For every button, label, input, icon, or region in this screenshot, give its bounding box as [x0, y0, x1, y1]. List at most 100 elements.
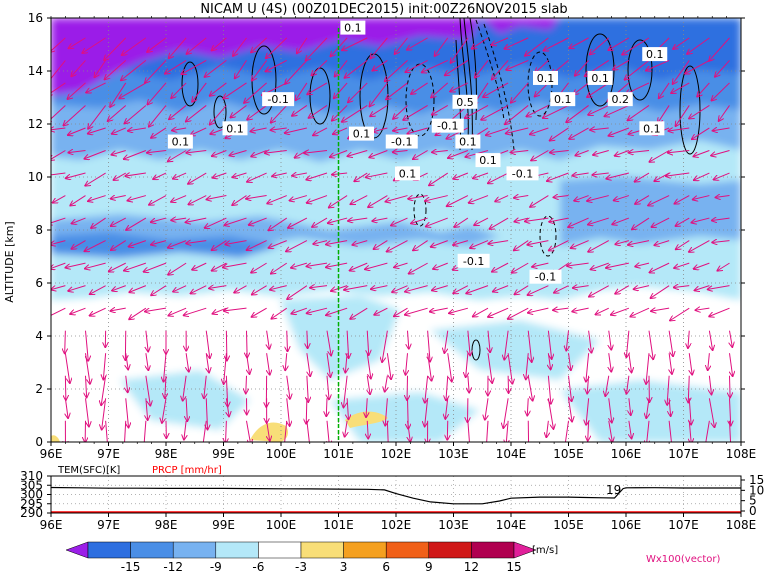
wind-vector — [246, 375, 247, 394]
wind-vector — [370, 37, 388, 59]
contour-label: 0.1 — [537, 72, 555, 85]
wind-vector — [514, 196, 529, 198]
wind-vector — [586, 353, 589, 381]
wind-vector — [247, 240, 267, 251]
y-tick-label: 0 — [35, 435, 43, 449]
wind-vector — [547, 330, 551, 359]
y-tick-label: 14 — [28, 64, 43, 78]
wind-vector — [470, 240, 489, 248]
contour-label-bg — [385, 134, 418, 149]
wind-vector — [428, 330, 430, 362]
wind-vector — [205, 217, 227, 228]
wind-vector — [432, 105, 449, 114]
wind-vector — [692, 127, 710, 139]
wind-vector — [372, 218, 388, 221]
wind-vector — [405, 285, 428, 292]
shade-top-purple — [51, 18, 480, 96]
wind-vector — [252, 60, 268, 80]
wind-vector — [266, 59, 287, 71]
wind-vector — [431, 82, 449, 98]
wind-vector — [587, 195, 609, 201]
contour-label-bg — [452, 94, 478, 109]
wind-vector — [550, 127, 569, 141]
wind-vector — [246, 196, 267, 199]
wind-vector — [528, 307, 549, 313]
wind-vector — [68, 285, 86, 291]
wind-vector — [506, 127, 529, 133]
wind-vector — [730, 330, 733, 347]
contour-oval — [413, 193, 427, 227]
wind-vector — [306, 37, 328, 60]
wind-vector — [671, 82, 690, 93]
colorbar-arrow-left — [65, 541, 89, 559]
wind-vector — [186, 151, 207, 153]
surface-grid — [51, 476, 741, 513]
wind-vector — [468, 330, 470, 356]
wind-vector — [614, 195, 630, 201]
wind-vector — [90, 285, 106, 294]
shade-yellow-1 — [250, 422, 288, 442]
contour-label: -0.1 — [512, 167, 533, 180]
wind-vector — [173, 172, 187, 179]
wind-vector — [252, 285, 267, 295]
wind-vector — [386, 353, 391, 379]
wind-vector — [573, 82, 589, 94]
wind-vector — [694, 172, 710, 180]
wind-vector — [488, 330, 490, 353]
wind-vector — [425, 195, 448, 201]
wind-vector — [646, 59, 670, 70]
wind-vector — [705, 420, 710, 442]
wind-vector — [171, 218, 187, 220]
contour-label: 0.1 — [172, 136, 190, 149]
wind-vector — [626, 330, 628, 357]
wind-vector — [146, 398, 148, 420]
wind-vector — [124, 262, 147, 270]
wind-vector — [709, 375, 711, 395]
wind-vector — [492, 60, 509, 79]
surface-panel: TEM(SFC)[K] PRCP [mm/hr] 19 310305300295… — [20, 465, 764, 532]
wind-vector — [187, 37, 207, 54]
wind-vector — [51, 37, 66, 52]
wind-vector — [330, 150, 348, 158]
wind-vector — [453, 285, 469, 294]
wind-vector — [712, 218, 730, 220]
surface-left-tick-label: 295 — [20, 497, 43, 511]
surface-right-tick-label: 5 — [749, 494, 757, 508]
surface-x-tick-label: 102E — [381, 518, 412, 532]
wind-vector — [119, 82, 147, 99]
wind-vector — [88, 105, 107, 128]
wind-vector — [304, 151, 328, 154]
wind-vector — [370, 105, 388, 116]
wind-vector — [693, 150, 710, 157]
wind-vector — [615, 285, 630, 294]
wind-vector — [446, 375, 448, 401]
x-tick-label: 105E — [553, 447, 584, 461]
wind-vector — [345, 420, 348, 437]
wind-vector — [605, 375, 610, 396]
wind-vector — [574, 195, 589, 201]
wind-vector — [689, 240, 710, 252]
wind-vector — [709, 330, 712, 350]
wind-vector — [186, 105, 207, 121]
contour-label-bg — [455, 134, 481, 149]
wind-vector — [86, 82, 106, 93]
wind-vector — [272, 173, 287, 176]
wind-vector — [114, 172, 126, 180]
wind-vector — [205, 330, 210, 358]
wind-vector — [103, 353, 105, 379]
wind-vector — [503, 398, 509, 428]
contour-label-bg — [529, 269, 562, 284]
wind-vector — [210, 82, 227, 96]
colorbar-level-label: 15 — [506, 560, 521, 574]
wind-vector — [367, 420, 368, 439]
wind-vector — [344, 285, 368, 290]
wind-vector — [450, 82, 469, 92]
wind-vector — [526, 105, 549, 116]
contour-oval — [471, 339, 481, 361]
wind-vector — [307, 330, 308, 348]
wind-vector — [432, 285, 448, 291]
wind-vector — [554, 196, 569, 198]
main-x-ticks: 96E 97E 98E 99E 100E 101E 102E 103E 104E 105E 106E… — [40, 16, 756, 461]
wind-vector — [407, 37, 428, 50]
